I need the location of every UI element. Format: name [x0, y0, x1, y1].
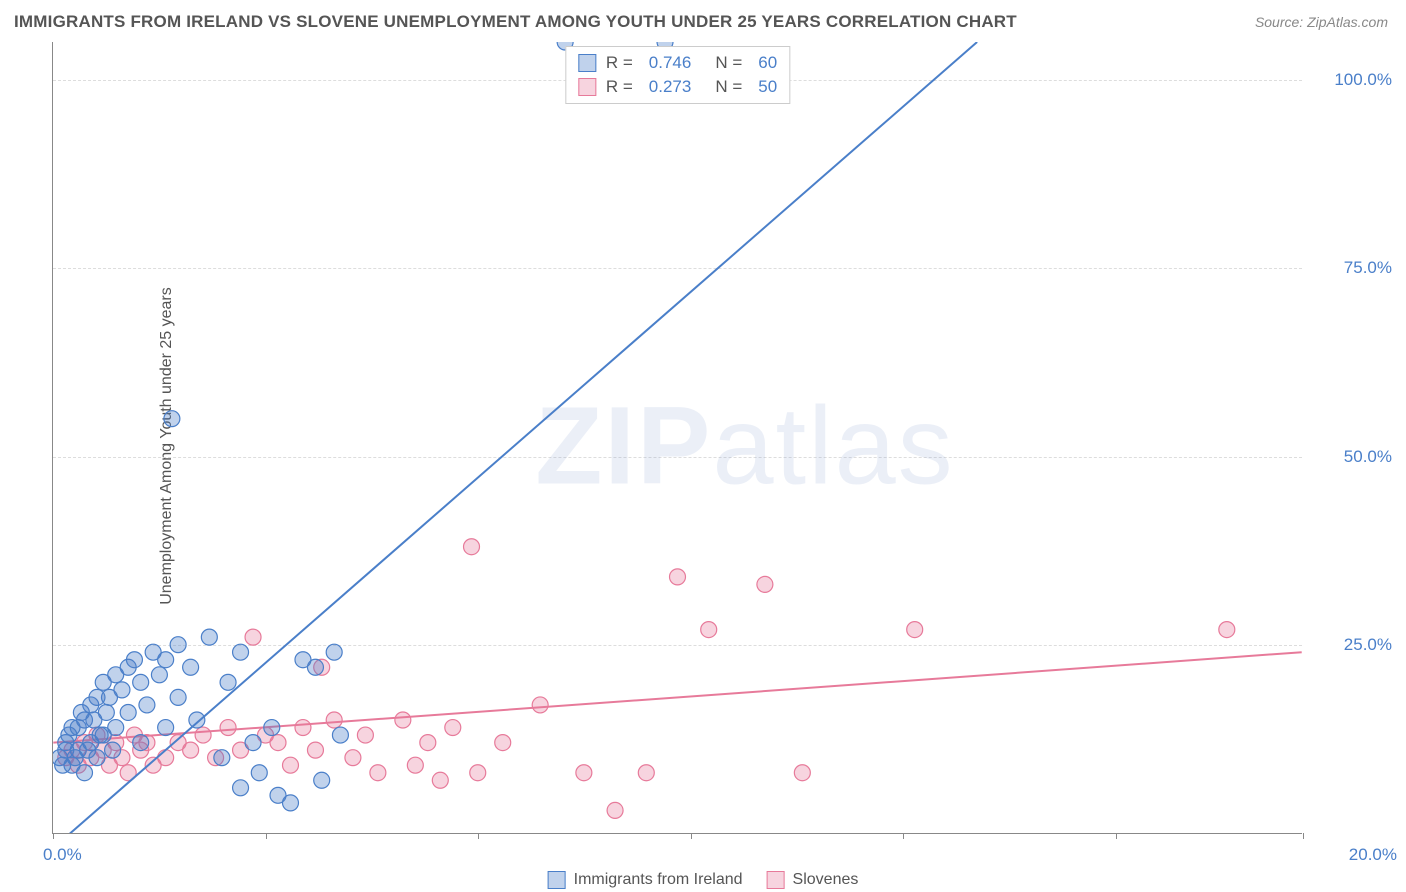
- data-point: [139, 697, 155, 713]
- data-point: [357, 727, 373, 743]
- data-point: [370, 765, 386, 781]
- y-tick-label: 50.0%: [1312, 447, 1392, 467]
- data-point: [670, 569, 686, 585]
- data-point: [307, 742, 323, 758]
- data-point: [133, 674, 149, 690]
- data-point: [105, 742, 121, 758]
- data-point: [245, 735, 261, 751]
- x-tick-mark: [1116, 833, 1117, 839]
- x-tick-label: 20.0%: [1349, 845, 1397, 865]
- data-point: [794, 765, 810, 781]
- legend-item: Immigrants from Ireland: [548, 871, 743, 889]
- x-tick-mark: [53, 833, 54, 839]
- data-point: [108, 720, 124, 736]
- plot-area: R = 0.746N = 60R = 0.273N = 50 25.0%50.0…: [52, 42, 1302, 834]
- data-point: [314, 772, 330, 788]
- data-point: [532, 697, 548, 713]
- data-point: [80, 742, 96, 758]
- data-point: [757, 576, 773, 592]
- legend-row: R = 0.273N = 50: [578, 75, 777, 99]
- data-point: [264, 720, 280, 736]
- data-point: [607, 802, 623, 818]
- legend-label: Immigrants from Ireland: [574, 871, 743, 889]
- data-point: [282, 757, 298, 773]
- data-point: [170, 689, 186, 705]
- data-point: [151, 667, 167, 683]
- data-point: [164, 411, 180, 427]
- data-point: [183, 659, 199, 675]
- legend-swatch: [767, 871, 785, 889]
- data-point: [114, 682, 130, 698]
- data-point: [214, 750, 230, 766]
- source-label: Source: ZipAtlas.com: [1255, 14, 1388, 30]
- data-point: [245, 629, 261, 645]
- data-point: [420, 735, 436, 751]
- legend-swatch: [578, 54, 596, 72]
- trend-line: [53, 652, 1301, 742]
- data-point: [89, 689, 105, 705]
- x-tick-mark: [478, 833, 479, 839]
- legend-swatch: [578, 78, 596, 96]
- y-tick-label: 75.0%: [1312, 258, 1392, 278]
- legend-row: R = 0.746N = 60: [578, 51, 777, 75]
- data-point: [326, 644, 342, 660]
- data-point: [133, 735, 149, 751]
- x-tick-mark: [1303, 833, 1304, 839]
- data-point: [1219, 622, 1235, 638]
- data-point: [189, 712, 205, 728]
- data-point: [282, 795, 298, 811]
- data-point: [295, 720, 311, 736]
- y-tick-label: 25.0%: [1312, 635, 1392, 655]
- data-point: [220, 674, 236, 690]
- scatter-svg: [53, 42, 1302, 833]
- legend-swatch: [548, 871, 566, 889]
- x-tick-mark: [903, 833, 904, 839]
- data-point: [307, 659, 323, 675]
- data-point: [77, 765, 93, 781]
- data-point: [158, 750, 174, 766]
- data-point: [220, 720, 236, 736]
- data-point: [183, 742, 199, 758]
- legend-item: Slovenes: [767, 871, 859, 889]
- x-tick-label: 0.0%: [43, 845, 82, 865]
- series-legend: Immigrants from Ireland Slovenes: [548, 871, 859, 889]
- data-point: [158, 652, 174, 668]
- data-point: [158, 720, 174, 736]
- data-point: [270, 735, 286, 751]
- data-point: [332, 727, 348, 743]
- data-point: [907, 622, 923, 638]
- chart-title: IMMIGRANTS FROM IRELAND VS SLOVENE UNEMP…: [14, 12, 1017, 32]
- data-point: [98, 704, 114, 720]
- correlation-legend: R = 0.746N = 60R = 0.273N = 50: [565, 46, 790, 104]
- data-point: [195, 727, 211, 743]
- data-point: [170, 637, 186, 653]
- data-point: [464, 539, 480, 555]
- y-tick-label: 100.0%: [1312, 70, 1392, 90]
- data-point: [70, 720, 86, 736]
- data-point: [407, 757, 423, 773]
- legend-label: Slovenes: [793, 871, 859, 889]
- x-tick-mark: [691, 833, 692, 839]
- data-point: [326, 712, 342, 728]
- x-tick-mark: [266, 833, 267, 839]
- data-point: [495, 735, 511, 751]
- data-point: [432, 772, 448, 788]
- data-point: [251, 765, 267, 781]
- data-point: [445, 720, 461, 736]
- data-point: [470, 765, 486, 781]
- data-point: [92, 727, 108, 743]
- data-point: [201, 629, 217, 645]
- data-point: [233, 644, 249, 660]
- data-point: [638, 765, 654, 781]
- data-point: [126, 652, 142, 668]
- data-point: [395, 712, 411, 728]
- data-point: [701, 622, 717, 638]
- data-point: [120, 704, 136, 720]
- data-point: [233, 780, 249, 796]
- data-point: [576, 765, 592, 781]
- data-point: [345, 750, 361, 766]
